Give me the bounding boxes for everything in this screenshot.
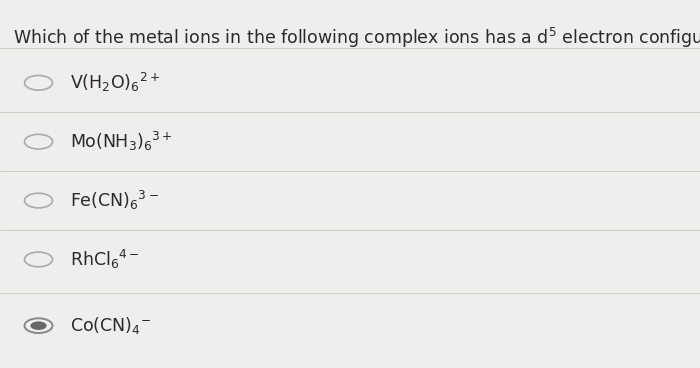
Circle shape: [30, 321, 47, 330]
Circle shape: [25, 318, 52, 333]
Text: Which of the metal ions in the following complex ions has a d$^5$ electron confi: Which of the metal ions in the following…: [13, 26, 700, 50]
Text: Fe(CN)$_6$$^{3-}$: Fe(CN)$_6$$^{3-}$: [70, 189, 159, 212]
Text: Co(CN)$_4$$^{-}$: Co(CN)$_4$$^{-}$: [70, 315, 151, 336]
Circle shape: [25, 252, 52, 267]
Text: Mo(NH$_3$)$_6$$^{3+}$: Mo(NH$_3$)$_6$$^{3+}$: [70, 130, 173, 153]
Circle shape: [25, 134, 52, 149]
Circle shape: [25, 193, 52, 208]
Text: RhCl$_6$$^{4-}$: RhCl$_6$$^{4-}$: [70, 248, 139, 271]
Text: V(H$_2$O)$_6$$^{2+}$: V(H$_2$O)$_6$$^{2+}$: [70, 71, 160, 94]
Circle shape: [25, 75, 52, 90]
